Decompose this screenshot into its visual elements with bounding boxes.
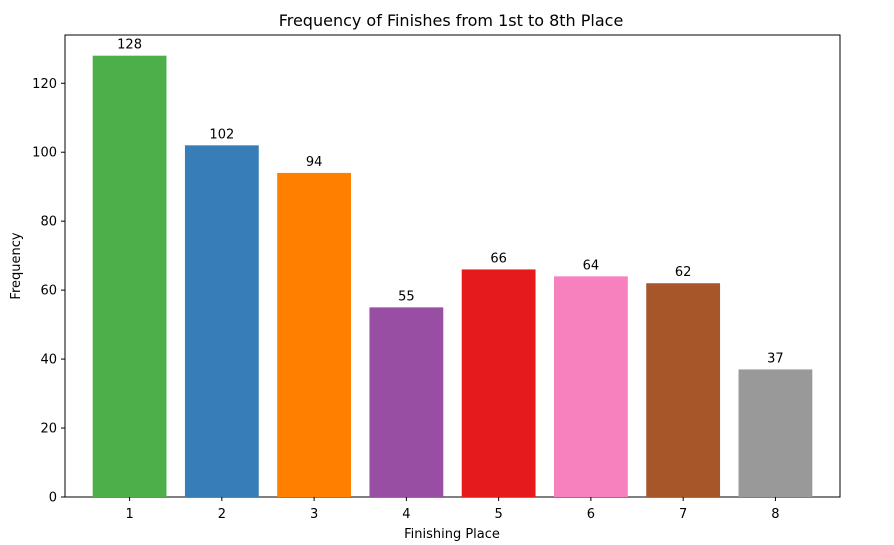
x-tick-label-3: 3 [310, 507, 318, 522]
data-labels-layer: 128 102 94 55 66 64 62 37 [117, 38, 784, 367]
bars-layer [92, 55, 813, 498]
y-tick-label-60: 60 [40, 284, 57, 299]
x-tick-label-6: 6 [587, 507, 595, 522]
y-tick-label-100: 100 [32, 146, 57, 161]
bar-1 [92, 55, 167, 498]
bar-4 [369, 307, 444, 497]
x-tick-label-5: 5 [494, 507, 502, 522]
x-ticks-layer: 1 2 3 4 5 6 7 8 [125, 497, 780, 522]
bar-5 [461, 269, 536, 497]
bar-8 [738, 369, 813, 497]
y-tick-label-20: 20 [40, 422, 57, 437]
bar-6 [553, 276, 628, 497]
data-label-6: 64 [583, 258, 600, 273]
x-axis-label: Finishing Place [404, 527, 500, 542]
y-tick-label-40: 40 [40, 353, 57, 368]
bar-3 [277, 172, 352, 497]
x-tick-label-2: 2 [218, 507, 226, 522]
y-tick-label-0: 0 [49, 491, 57, 506]
x-tick-label-7: 7 [679, 507, 687, 522]
y-tick-label-80: 80 [40, 215, 57, 230]
data-label-2: 102 [209, 127, 234, 142]
data-label-5: 66 [490, 251, 507, 266]
x-tick-label-1: 1 [125, 507, 133, 522]
bar-2 [184, 145, 259, 497]
y-tick-label-120: 120 [32, 77, 57, 92]
plot-frame [64, 34, 841, 498]
data-label-4: 55 [398, 289, 415, 304]
bar-7 [646, 283, 721, 497]
y-axis-label: Frequency [9, 232, 24, 299]
chart-title: Frequency of Finishes from 1st to 8th Pl… [279, 11, 624, 30]
data-label-7: 62 [675, 265, 692, 280]
x-tick-label-8: 8 [771, 507, 779, 522]
data-label-1: 128 [117, 38, 142, 53]
x-tick-label-4: 4 [402, 507, 410, 522]
y-ticks-layer: 0 20 40 60 80 100 120 [32, 77, 65, 506]
data-label-3: 94 [306, 155, 323, 170]
data-label-8: 37 [767, 351, 784, 366]
